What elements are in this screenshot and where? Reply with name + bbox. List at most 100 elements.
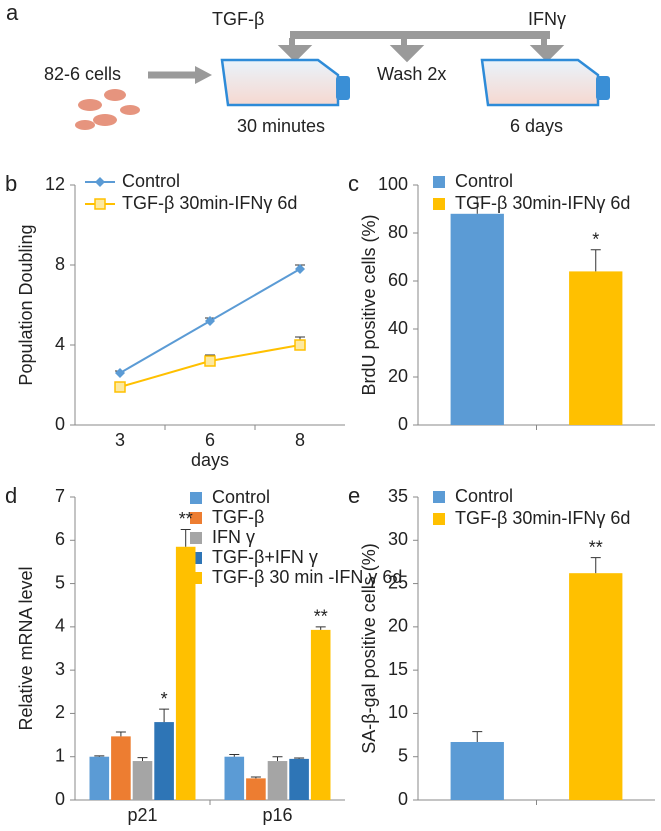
legend-swatch <box>433 491 445 503</box>
legend-swatch <box>190 512 202 524</box>
legend-swatch <box>190 532 202 544</box>
significance: * <box>161 689 168 709</box>
chart: d 0 1 2 3 4 5 6 7 Relative mRNA level p21 p16 Contro… <box>5 483 402 825</box>
chart: c 0 20 40 60 80 100 BrdU positive cells (%) Cont… <box>348 171 655 434</box>
x-tick-label: 3 <box>115 430 125 450</box>
legend-marker <box>95 177 105 187</box>
bar <box>569 573 623 800</box>
legend-label: TGF-β 30min-IFNγ 6d <box>455 193 630 213</box>
bar <box>224 756 245 800</box>
y-tick-label: 0 <box>398 789 408 809</box>
y-tick-label: 5 <box>55 572 65 592</box>
flask-cap <box>336 76 350 100</box>
bar <box>450 213 504 425</box>
x-tick-label: 6 <box>205 430 215 450</box>
panel-letter: c <box>348 171 359 196</box>
y-tick-label: 40 <box>388 318 408 338</box>
legend-label: Control <box>455 171 513 191</box>
y-tick-label: 100 <box>378 174 408 194</box>
arrow <box>277 38 313 63</box>
cells-icon <box>75 89 140 130</box>
error-bar <box>294 757 305 759</box>
panel-letter: e <box>348 483 360 508</box>
legend-label: TGF-β <box>212 507 264 527</box>
legend-label: Control <box>455 486 513 506</box>
error-bar <box>590 557 601 574</box>
significance: * <box>592 230 599 250</box>
y-tick-label: 35 <box>388 486 408 506</box>
bar <box>267 761 288 800</box>
marker <box>294 339 306 351</box>
y-tick-label: 30 <box>388 529 408 549</box>
y-tick-label: 10 <box>388 702 408 722</box>
flask <box>480 58 600 107</box>
y-axis-label: Population Doubling <box>16 224 36 385</box>
marker <box>295 264 305 274</box>
error-bar <box>272 756 283 762</box>
y-tick-label: 0 <box>55 414 65 434</box>
arrow-head <box>195 66 212 84</box>
error-bar <box>159 708 170 723</box>
significance: ** <box>589 537 603 557</box>
y-tick-label: 6 <box>55 529 65 549</box>
y-tick-label: 20 <box>388 616 408 636</box>
bar <box>89 756 110 800</box>
significance: ** <box>179 509 193 529</box>
panel-letter: b <box>5 171 17 196</box>
panel-letter: d <box>5 483 17 508</box>
error-bar <box>180 528 191 547</box>
x-tick-label: 8 <box>295 430 305 450</box>
y-tick-label: 4 <box>55 334 65 354</box>
schematic: a TGF-β IFNγ 82-6 cells Wash 2x 30 minut… <box>6 0 610 136</box>
error-bar <box>229 754 240 757</box>
legend-label: TGF-β 30 min -IFN γ 6d <box>212 567 402 587</box>
bar <box>450 741 504 800</box>
flask <box>220 58 340 107</box>
y-tick-label: 8 <box>55 254 65 274</box>
panel-letter: a <box>6 0 19 25</box>
timeline-bar <box>290 31 550 39</box>
y-tick-label: 2 <box>55 702 65 722</box>
treatment-label: TGF-β <box>212 9 264 29</box>
marker <box>115 368 125 378</box>
y-tick-label: 4 <box>55 616 65 636</box>
duration-label: 6 days <box>510 116 563 136</box>
bar <box>289 758 309 800</box>
y-tick-label: 7 <box>55 486 65 506</box>
error-bar <box>472 731 483 742</box>
legend-marker <box>94 198 106 210</box>
bar <box>246 778 266 800</box>
error-bar <box>315 626 326 630</box>
bar <box>175 546 196 800</box>
y-axis-label: Relative mRNA level <box>16 566 36 730</box>
y-tick-label: 0 <box>55 789 65 809</box>
legend-swatch <box>433 198 445 210</box>
flask-cap <box>596 76 610 100</box>
bar <box>111 736 131 800</box>
y-tick-label: 5 <box>398 745 408 765</box>
legend-label: Control <box>122 171 180 191</box>
bar <box>310 629 331 800</box>
error-bar <box>472 196 483 214</box>
wash-label: Wash 2x <box>377 64 446 84</box>
treatment-label: IFNγ <box>528 9 566 29</box>
y-tick-label: 80 <box>388 222 408 242</box>
x-axis-label: days <box>191 450 229 470</box>
chart: b 0 4 8 12 Population Doubling days 3 6 8 ControlT… <box>5 171 345 470</box>
duration-label: 30 minutes <box>237 116 325 136</box>
error-bar <box>590 249 601 272</box>
x-tick-label: p21 <box>127 805 157 825</box>
y-tick-label: 3 <box>55 659 65 679</box>
y-tick-label: 60 <box>388 270 408 290</box>
legend-label: TGF-β+IFN γ <box>212 547 318 567</box>
y-tick-label: 0 <box>398 414 408 434</box>
legend-swatch <box>433 513 445 525</box>
y-tick-label: 20 <box>388 366 408 386</box>
legend-label: TGF-β 30min-IFNγ 6d <box>455 508 630 528</box>
error-bar <box>137 757 148 762</box>
legend-label: TGF-β 30min-IFNγ 6d <box>122 193 297 213</box>
bar <box>132 761 153 800</box>
legend-swatch <box>433 176 445 188</box>
bar <box>569 271 623 425</box>
